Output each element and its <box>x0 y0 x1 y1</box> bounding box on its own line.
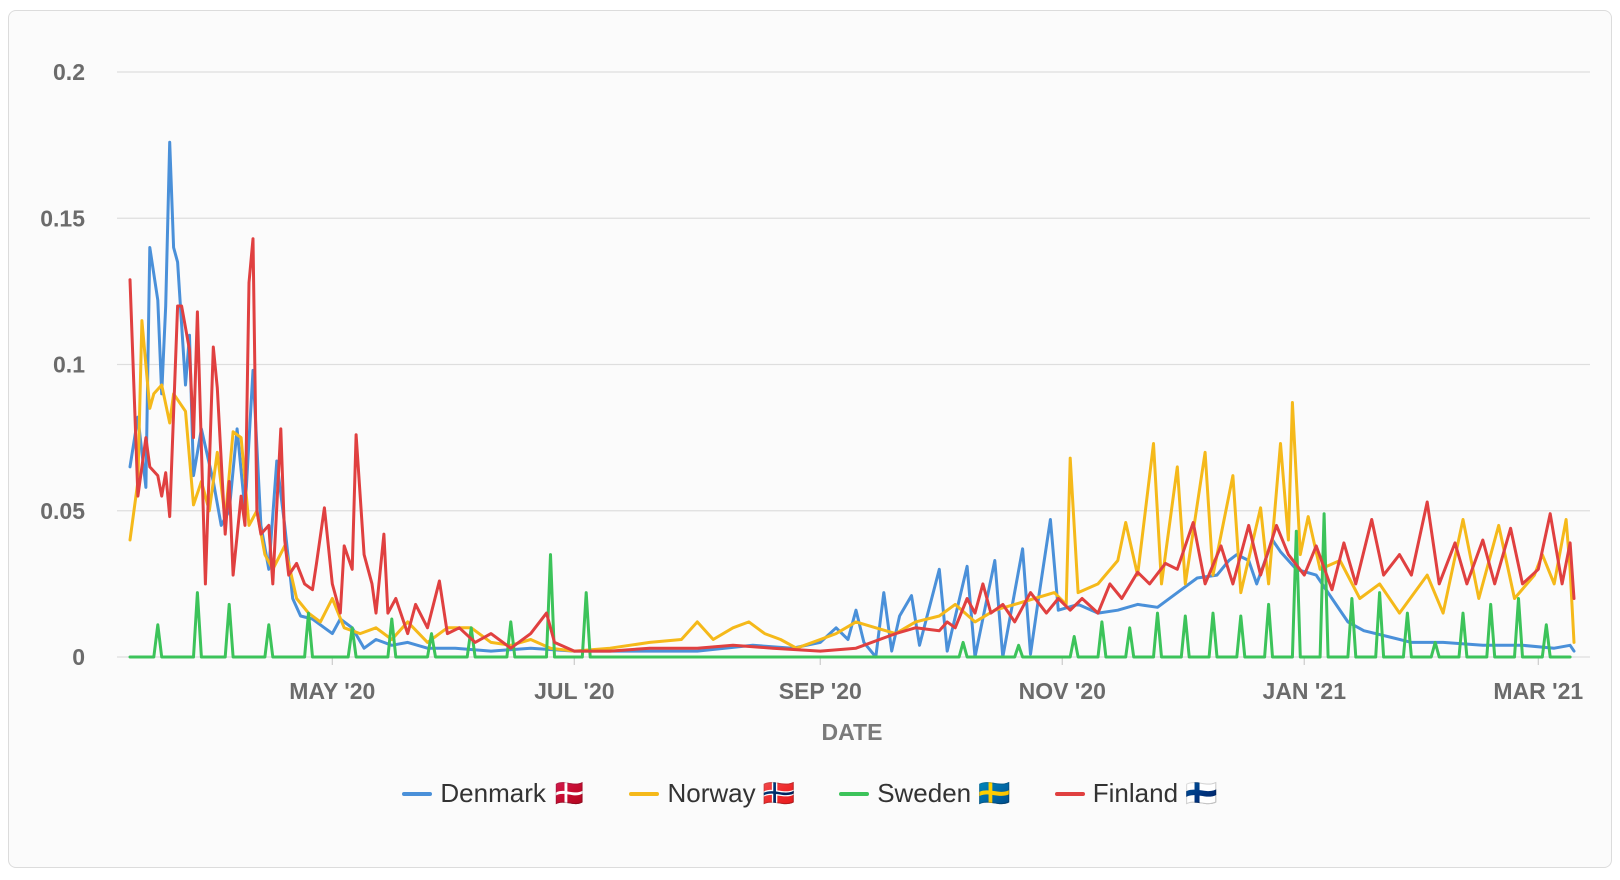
legend-label: Sweden 🇸🇪 <box>877 778 1011 808</box>
x-tick-label: MAY '20 <box>289 678 375 704</box>
x-axis-title: DATE <box>822 719 883 745</box>
legend-label: Norway 🇳🇴 <box>667 778 796 808</box>
legend-label: Denmark 🇩🇰 <box>440 778 586 808</box>
legend-item[interactable]: Denmark 🇩🇰 <box>402 778 585 809</box>
x-tick-labels: MAY '20 JUL '20 SEP '20 NOV '20 JAN '21 MAR '… <box>289 678 1583 704</box>
y-tick-label: 0.15 <box>40 205 85 231</box>
legend-item[interactable]: Sweden 🇸🇪 <box>839 778 1011 809</box>
y-tick-label: 0 <box>72 644 85 670</box>
series-lines <box>128 140 1576 659</box>
series-line-2 <box>128 512 1572 659</box>
legend-item[interactable]: Norway 🇳🇴 <box>629 778 795 809</box>
x-tick-label: JAN '21 <box>1263 678 1347 704</box>
legend-swatch <box>629 791 660 796</box>
chart-card <box>8 10 1612 868</box>
legend-swatch <box>402 791 433 796</box>
x-tick-label: MAR '21 <box>1493 678 1583 704</box>
y-tick-label: 0.2 <box>53 59 85 85</box>
grid-lines <box>117 71 1590 665</box>
x-tick-label: SEP '20 <box>779 678 862 704</box>
legend-swatch <box>839 791 870 796</box>
y-tick-label: 0.05 <box>40 498 85 524</box>
legend-item[interactable]: Finland 🇫🇮 <box>1054 778 1218 809</box>
legend-label: Finland 🇫🇮 <box>1092 778 1218 808</box>
x-tick-label: JUL '20 <box>534 678 614 704</box>
y-tick-labels: 0 0.05 0.1 0.15 0.2 <box>40 59 85 670</box>
x-tick-label: NOV '20 <box>1019 678 1106 704</box>
y-tick-label: 0.1 <box>53 352 85 378</box>
legend-swatch <box>1054 791 1085 796</box>
series-line-3 <box>128 237 1576 653</box>
legend: Denmark 🇩🇰 Norway 🇳🇴 Sweden 🇸🇪 Finland 🇫🇮 <box>0 778 1620 809</box>
series-line-1 <box>128 319 1576 653</box>
